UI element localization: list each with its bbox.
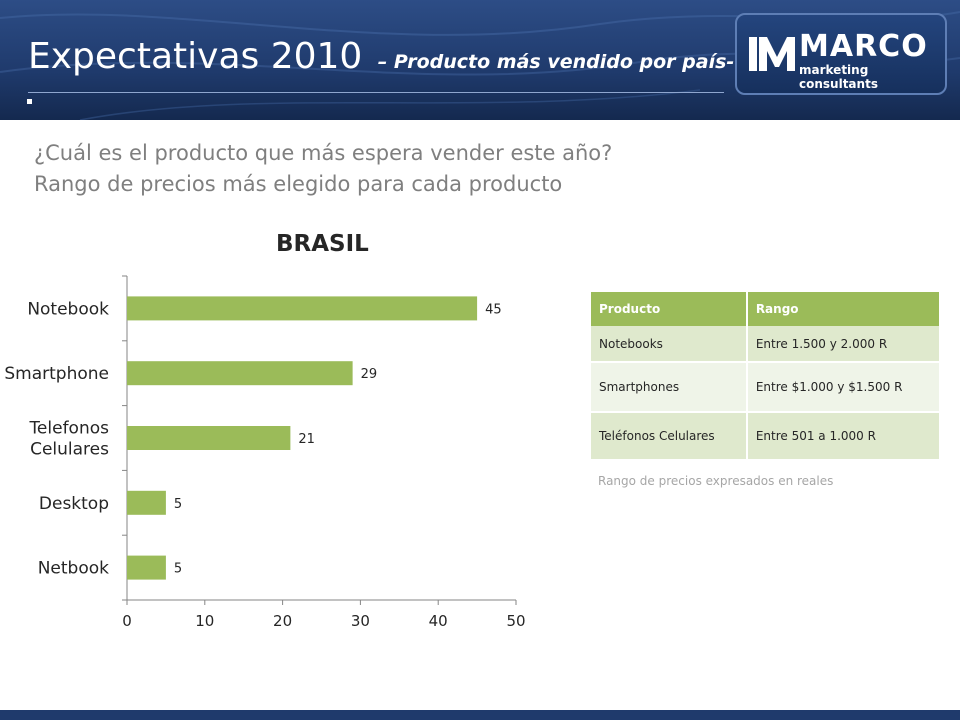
title-divider — [28, 92, 724, 93]
bar — [127, 426, 291, 450]
x-tick-label: 40 — [429, 612, 448, 630]
category-label: Desktop — [39, 494, 109, 514]
table-footnote: Rango de precios expresados en reales — [598, 474, 834, 488]
logo-name: MARCO — [799, 29, 928, 64]
page-title-main: Expectativas 2010 — [28, 36, 363, 77]
bar — [127, 296, 478, 321]
question-subline: Rango de precios más elegido para cada p… — [34, 172, 563, 196]
table-cell-range: Entre 501 a 1.000 R — [746, 412, 939, 461]
column-header-rango: Rango — [746, 292, 939, 326]
question-block: ¿Cuál es el producto que más espera vend… — [34, 138, 612, 200]
marco-logo-mark-icon — [749, 37, 795, 71]
logo-tagline: marketing consultants — [799, 63, 878, 91]
x-tick-label: 30 — [351, 612, 370, 630]
bar — [127, 490, 166, 515]
category-label: Notebook — [27, 299, 109, 319]
x-tick-label: 20 — [273, 612, 292, 630]
footer-bar — [0, 710, 960, 720]
x-tick-label: 50 — [506, 612, 525, 630]
category-label: Telefonos Celulares — [28, 419, 109, 460]
chart-title: BRASIL — [276, 231, 369, 257]
data-label: 29 — [361, 367, 378, 382]
column-header-producto: Producto — [591, 292, 748, 326]
header-banner: Expectativas 2010 – Producto más vendido… — [0, 0, 960, 120]
table-cell-product: Notebooks — [591, 326, 748, 363]
price-range-table: Producto Rango Notebooks Entre 1.500 y 2… — [591, 292, 939, 461]
category-label: Netbook — [38, 559, 109, 579]
bar-chart: 0 10 20 30 40 50 45 Notebook 29 Smartphone 21 Telef… — [4, 275, 526, 630]
table-row: Teléfonos Celulares Entre 501 a 1.000 R — [591, 412, 939, 461]
table-header-row: Producto Rango — [591, 292, 939, 326]
category-label: Smartphone — [4, 364, 109, 384]
table-cell-range: Entre $1.000 y $1.500 R — [746, 362, 939, 413]
page-subtitle: – Producto más vendido por país- — [377, 51, 735, 73]
bar — [127, 555, 166, 580]
table-cell-product: Teléfonos Celulares — [591, 412, 748, 461]
data-label: 5 — [174, 497, 182, 512]
company-logo: MARCO marketing consultants — [735, 13, 947, 95]
table-row: Notebooks Entre 1.500 y 2.000 R — [591, 326, 939, 363]
x-tick-label: 10 — [195, 612, 214, 630]
table-cell-product: Smartphones — [591, 362, 748, 413]
bullet-dot — [27, 99, 32, 104]
question-line: ¿Cuál es el producto que más espera vend… — [34, 141, 613, 165]
table-row: Smartphones Entre $1.000 y $1.500 R — [591, 362, 939, 413]
data-label: 5 — [174, 562, 182, 577]
table-cell-range: Entre 1.500 y 2.000 R — [746, 326, 939, 363]
page-title: Expectativas 2010 – Producto más vendido… — [28, 36, 734, 77]
x-tick-label: 0 — [122, 612, 132, 630]
data-label: 45 — [485, 302, 502, 317]
bar — [127, 361, 353, 386]
data-label: 21 — [298, 432, 315, 447]
